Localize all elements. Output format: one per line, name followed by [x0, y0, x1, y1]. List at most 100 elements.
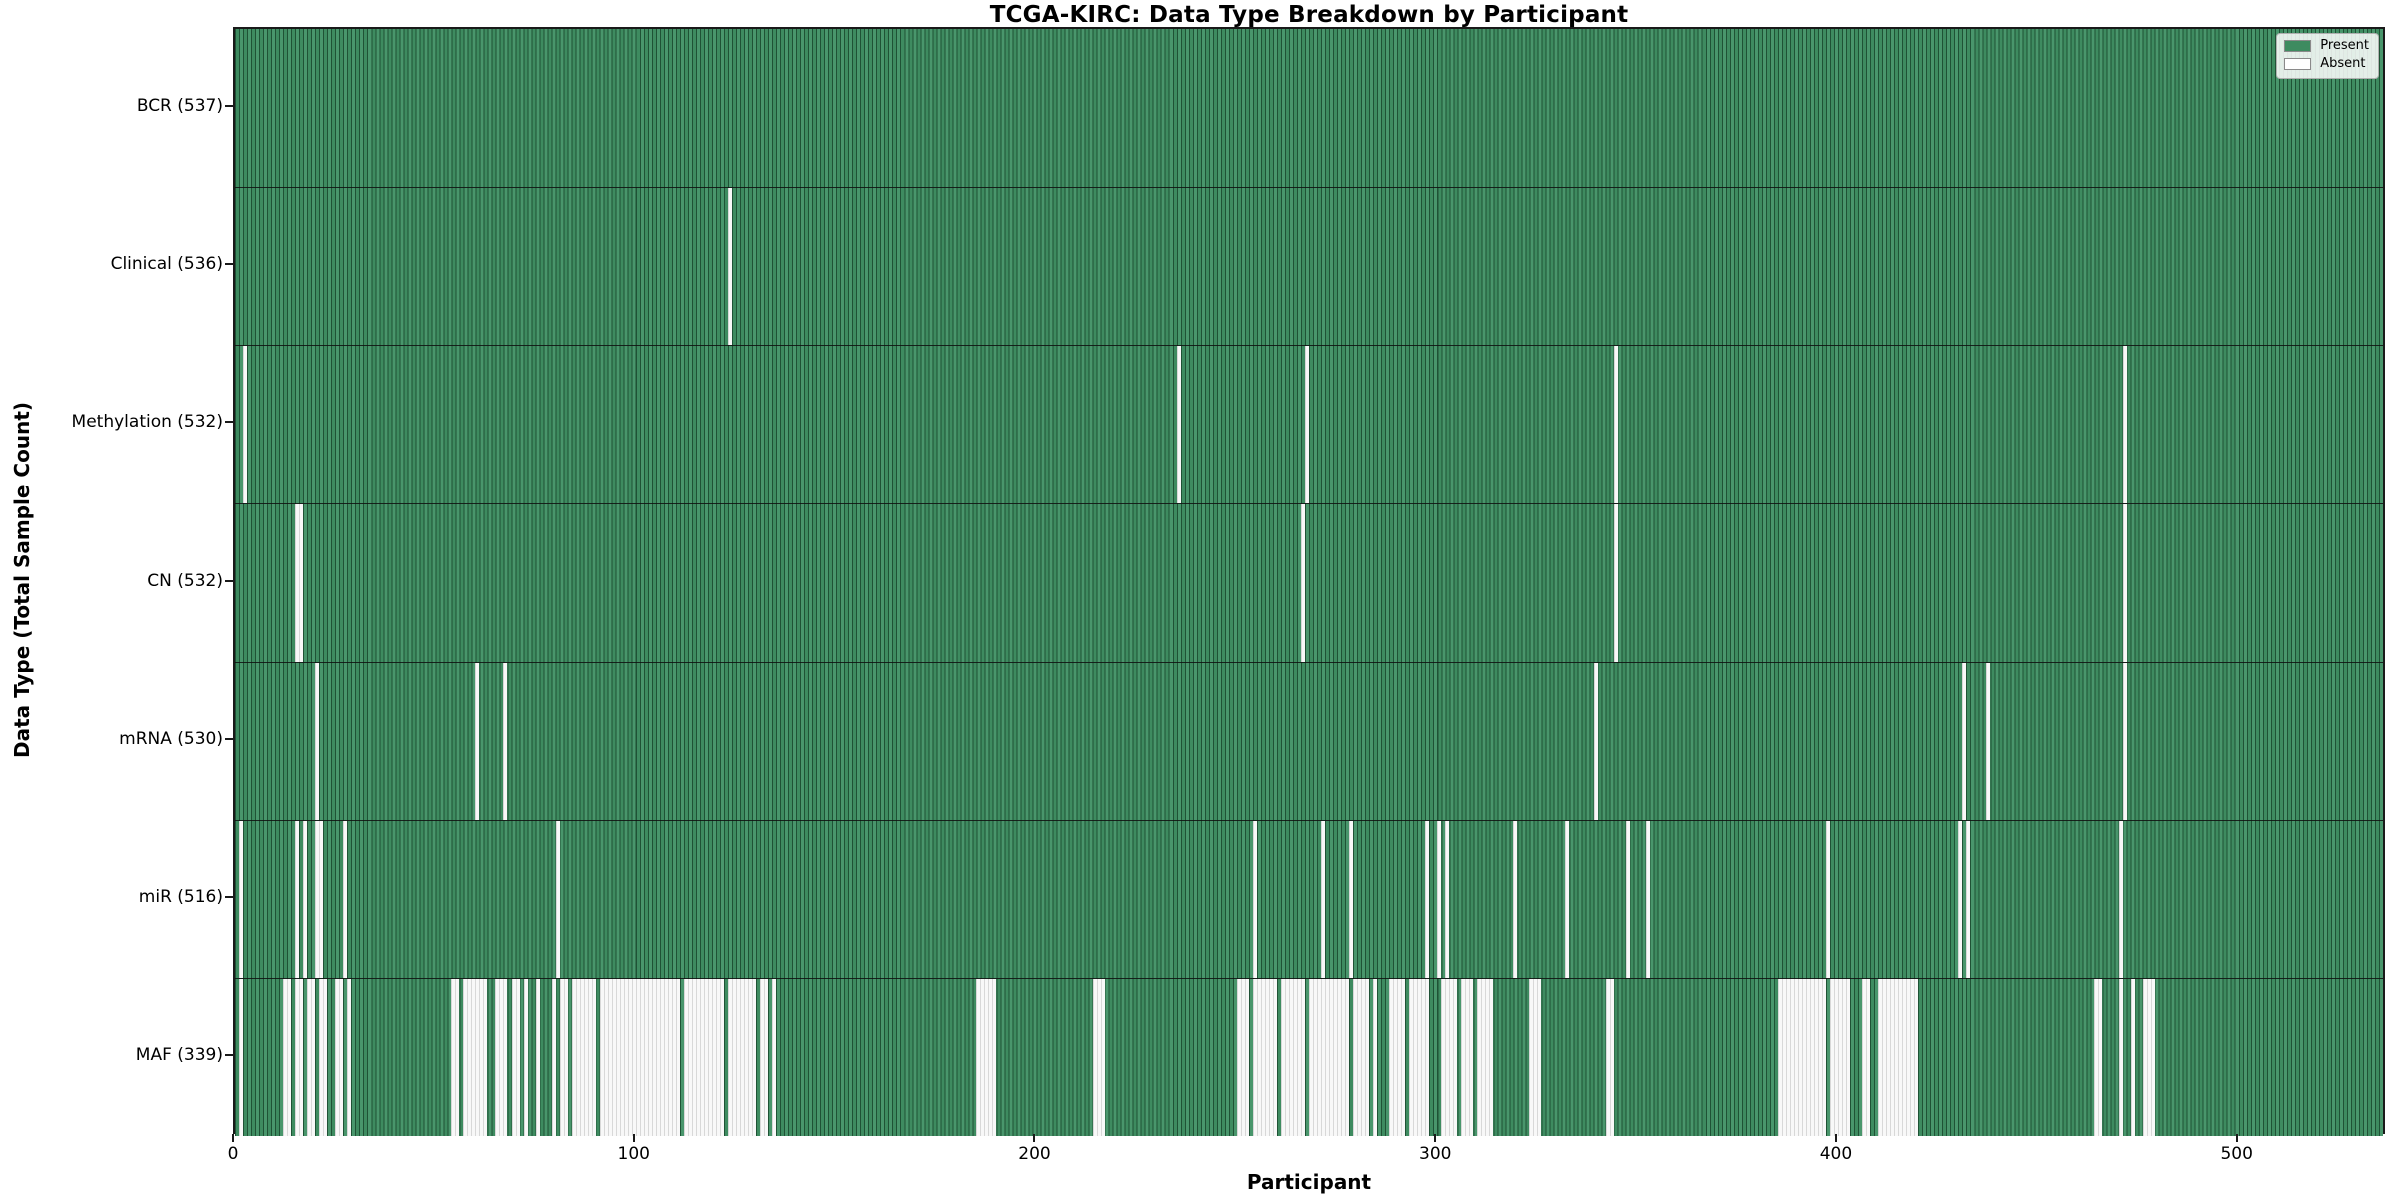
- absent-stripe: [1825, 820, 1830, 978]
- absent-stripe: [475, 662, 480, 820]
- chart-title: TCGA-KIRC: Data Type Breakdown by Partic…: [989, 2, 1629, 28]
- absent-stripe: [1300, 504, 1305, 662]
- absent-stripe: [347, 978, 352, 1136]
- absent-stripe: [1878, 978, 1919, 1136]
- absent-stripe: [1280, 978, 1305, 1136]
- absent-stripe: [335, 978, 344, 1136]
- absent-stripe: [523, 978, 528, 1136]
- absent-stripe: [319, 978, 328, 1136]
- absent-stripe: [683, 978, 724, 1136]
- y-tick-label: Methylation (532): [71, 412, 223, 433]
- absent-stripe: [1425, 820, 1430, 978]
- y-tick-label: CN (532): [147, 570, 223, 591]
- x-tick-mark: [1434, 1134, 1437, 1142]
- absent-stripe: [1605, 978, 1614, 1136]
- absent-stripe: [1829, 978, 1850, 1136]
- absent-stripe: [555, 820, 560, 978]
- y-tick-label: BCR (537): [136, 96, 223, 117]
- row-maf: [235, 977, 2383, 1136]
- absent-stripe: [535, 978, 540, 1136]
- absent-stripe: [1373, 978, 1378, 1136]
- absent-stripe: [1477, 978, 1494, 1136]
- y-tick-mark: [225, 263, 233, 266]
- y-tick-label: miR (516): [138, 886, 223, 907]
- y-tick-mark: [225, 421, 233, 424]
- x-tick-mark: [1834, 1134, 1837, 1142]
- y-tick-mark: [225, 895, 233, 898]
- absent-stripe: [1625, 820, 1630, 978]
- absent-stripe: [759, 978, 768, 1136]
- absent-stripe: [1092, 978, 1105, 1136]
- absent-stripe: [511, 978, 520, 1136]
- x-axis-label: Participant: [1246, 1170, 1372, 1194]
- absent-stripe: [1461, 978, 1474, 1136]
- y-tick-mark: [225, 105, 233, 108]
- legend-absent-label: Absent: [2320, 56, 2366, 72]
- absent-stripe: [243, 346, 247, 504]
- absent-stripe: [1962, 662, 1967, 820]
- legend-entry-present: Present: [2284, 38, 2369, 53]
- absent-stripe: [1252, 978, 1277, 1136]
- absent-stripe: [295, 978, 304, 1136]
- row-clinical: [235, 187, 2383, 346]
- absent-stripe: [2130, 978, 2135, 1136]
- absent-stripe: [451, 978, 460, 1136]
- absent-stripe: [295, 820, 300, 978]
- absent-stripe: [1349, 820, 1354, 978]
- row-bcr: [235, 29, 2383, 188]
- absent-stripe: [1966, 820, 1971, 978]
- absent-stripe: [1513, 820, 1518, 978]
- row-cn: [235, 503, 2383, 662]
- absent-stripe: [1353, 978, 1370, 1136]
- absent-stripe: [599, 978, 680, 1136]
- absent-stripe: [315, 662, 320, 820]
- absent-stripe: [463, 978, 488, 1136]
- absent-stripe: [2122, 662, 2127, 820]
- absent-stripe: [2142, 978, 2155, 1136]
- absent-stripe: [319, 820, 324, 978]
- absent-stripe: [2118, 978, 2123, 1136]
- absent-stripe: [1986, 662, 1991, 820]
- absent-stripe: [239, 820, 243, 978]
- absent-stripe: [2118, 820, 2123, 978]
- absent-stripe: [551, 978, 556, 1136]
- absent-stripe: [1445, 820, 1450, 978]
- y-tick-label: Clinical (536): [110, 254, 223, 275]
- absent-stripe: [283, 978, 292, 1136]
- absent-stripe: [976, 978, 997, 1136]
- absent-stripe: [1321, 820, 1326, 978]
- x-tick-label: 100: [617, 1144, 650, 1164]
- absent-stripe: [1958, 820, 1963, 978]
- absent-stripe: [495, 978, 508, 1136]
- absent-stripe: [295, 504, 300, 662]
- x-tick-label: 300: [1419, 1144, 1452, 1164]
- x-tick-label: 400: [1819, 1144, 1853, 1164]
- absent-stripe: [303, 820, 308, 978]
- absent-stripe: [2094, 978, 2103, 1136]
- absent-stripe: [1176, 346, 1181, 504]
- legend: Present Absent: [2276, 33, 2379, 79]
- absent-stripe: [1593, 662, 1598, 820]
- absent-stripe: [1613, 504, 1618, 662]
- row-mrna: [235, 661, 2383, 820]
- absent-stripe: [1862, 978, 1871, 1136]
- absent-stripe: [727, 978, 756, 1136]
- legend-entry-absent: Absent: [2284, 56, 2369, 72]
- absent-stripe: [1565, 820, 1570, 978]
- x-tick-mark: [232, 1134, 234, 1142]
- absent-stripe: [1613, 346, 1618, 504]
- y-tick-mark: [225, 1053, 233, 1056]
- absent-stripe: [1409, 978, 1430, 1136]
- absent-stripe: [1529, 978, 1542, 1136]
- absent-stripe: [1308, 978, 1350, 1136]
- x-tick-mark: [632, 1134, 635, 1142]
- y-tick-label: mRNA (530): [119, 728, 223, 749]
- absent-stripe: [2122, 504, 2127, 662]
- absent-stripe: [315, 820, 320, 978]
- absent-stripe: [299, 504, 304, 662]
- legend-present-swatch: [2284, 40, 2312, 53]
- x-tick-mark: [1033, 1134, 1036, 1142]
- x-tick-label: 200: [1018, 1144, 1051, 1164]
- legend-present-label: Present: [2320, 38, 2369, 53]
